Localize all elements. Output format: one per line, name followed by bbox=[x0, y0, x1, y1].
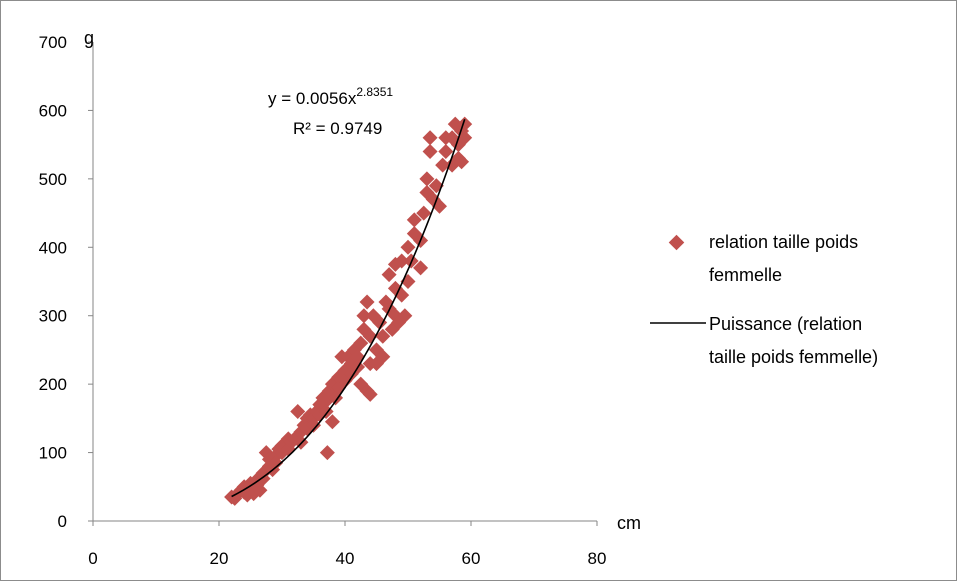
y-tick-label: 400 bbox=[39, 238, 67, 257]
data-point bbox=[438, 143, 454, 159]
legend-diamond-marker bbox=[668, 234, 685, 251]
equation-prefix: y = 0.0056x bbox=[268, 89, 357, 108]
axes: 0 100 200 300 400 500 600 700 0 20 40 60 80 bbox=[39, 33, 607, 568]
data-point bbox=[375, 328, 391, 344]
equation-text: y = 0.0056x2.8351 bbox=[268, 85, 393, 108]
data-point bbox=[324, 414, 340, 430]
data-point bbox=[394, 253, 410, 269]
data-point bbox=[413, 260, 429, 276]
x-tick-label: 40 bbox=[336, 549, 355, 568]
legend-label-points-line1: relation taille poids bbox=[709, 232, 858, 252]
data-point bbox=[397, 308, 413, 324]
y-ticks: 0 100 200 300 400 500 600 700 bbox=[39, 33, 93, 531]
trend-line bbox=[231, 118, 466, 498]
trend-equation: y = 0.0056x2.8351 R² = 0.9749 bbox=[268, 85, 393, 138]
data-point bbox=[290, 404, 306, 420]
y-tick-label: 700 bbox=[39, 33, 67, 52]
data-point bbox=[356, 308, 372, 324]
y-tick-label: 200 bbox=[39, 375, 67, 394]
x-tick-label: 0 bbox=[88, 549, 97, 568]
data-point bbox=[416, 205, 432, 221]
legend: relation taille poids femmelle Puissance… bbox=[650, 232, 878, 367]
r-squared-text: R² = 0.9749 bbox=[293, 119, 382, 138]
data-point bbox=[457, 130, 473, 146]
x-tick-label: 80 bbox=[588, 549, 607, 568]
data-point bbox=[306, 417, 321, 433]
legend-label-points-line2: femmelle bbox=[709, 265, 782, 285]
legend-item-trend: Puissance (relation taille poids femmell… bbox=[650, 314, 878, 367]
y-axis-label: g bbox=[84, 28, 94, 48]
data-point bbox=[372, 315, 388, 331]
y-tick-label: 500 bbox=[39, 170, 67, 189]
data-point bbox=[419, 171, 435, 187]
legend-item-points: relation taille poids femmelle bbox=[668, 232, 858, 285]
data-point bbox=[400, 239, 416, 255]
data-point bbox=[422, 130, 438, 146]
data-point bbox=[375, 349, 391, 365]
y-tick-label: 100 bbox=[39, 444, 67, 463]
data-point bbox=[422, 143, 438, 159]
data-point bbox=[362, 386, 378, 402]
data-point bbox=[457, 116, 473, 132]
data-point bbox=[381, 267, 397, 283]
data-point bbox=[353, 335, 369, 351]
data-point bbox=[435, 157, 451, 173]
y-tick-label: 300 bbox=[39, 307, 67, 326]
data-point bbox=[268, 455, 284, 471]
legend-label-trend-line1: Puissance (relation bbox=[709, 314, 862, 334]
data-point bbox=[252, 482, 268, 498]
x-axis-label: cm bbox=[617, 513, 641, 533]
data-point bbox=[454, 154, 470, 170]
x-ticks: 0 20 40 60 80 bbox=[88, 521, 606, 568]
data-points bbox=[224, 116, 473, 506]
x-tick-label: 20 bbox=[210, 549, 229, 568]
legend-label-trend-line2: taille poids femmelle) bbox=[709, 347, 878, 367]
data-point bbox=[319, 445, 335, 461]
y-tick-label: 0 bbox=[58, 512, 67, 531]
data-point bbox=[406, 212, 422, 228]
equation-exponent: 2.8351 bbox=[356, 85, 393, 99]
data-point bbox=[359, 294, 375, 310]
x-tick-label: 60 bbox=[462, 549, 481, 568]
y-tick-label: 600 bbox=[39, 101, 67, 120]
